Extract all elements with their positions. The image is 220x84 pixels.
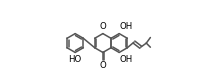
Text: OH: OH xyxy=(120,55,133,64)
Text: O: O xyxy=(99,22,106,31)
Text: OH: OH xyxy=(120,22,133,31)
Text: HO: HO xyxy=(69,55,82,64)
Text: O: O xyxy=(100,61,107,70)
